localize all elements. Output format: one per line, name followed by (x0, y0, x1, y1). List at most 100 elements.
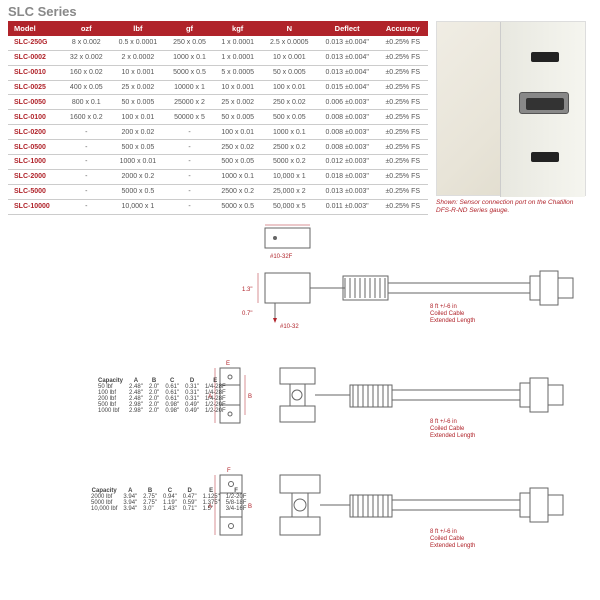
model-cell: SLC-250G (8, 36, 62, 50)
spec-cell: - (165, 155, 213, 170)
spec-cell: ±0.25% FS (378, 36, 428, 50)
diagram-1: 2.0" #10-32F 1.3" 0.7" #10-32 (180, 223, 580, 333)
dim-1032: #10-32 (280, 324, 299, 330)
cable-label-2a: 8 ft +/-6 in (430, 419, 457, 425)
cable-label-1a: 8 ft +/-6 in (430, 304, 457, 310)
cable-label-3b: Coiled Cable (430, 536, 465, 542)
dim-20: 2.0" (280, 223, 290, 225)
spec-row: SLC-0025400 x 0.0525 x 0.00210000 x 110 … (8, 80, 428, 95)
model-cell: SLC-5000 (8, 184, 62, 199)
dims-cell: 1.375" (200, 500, 223, 506)
dims-row: 10,000 lbf3.94"3.0"1.43"0.71"1.5"3/4-16F (88, 506, 249, 512)
spec-cell: 1000 x 0.01 (110, 155, 165, 170)
spec-cell: - (62, 155, 110, 170)
dims-cell: 3/4-16F (223, 506, 250, 512)
spec-cell: 10,000 x 1 (110, 199, 165, 214)
spec-cell: ±0.25% FS (378, 199, 428, 214)
spec-cell: 5000 x 0.2 (262, 155, 317, 170)
spec-cell: ±0.25% FS (378, 125, 428, 140)
spec-cell: 10 x 0.001 (110, 65, 165, 80)
spec-cell: 0.013 ±0.004" (317, 50, 378, 65)
diagrams-area: 2.0" #10-32F 1.3" 0.7" #10-32 (0, 223, 600, 573)
spec-cell: - (165, 184, 213, 199)
model-cell: SLC-0050 (8, 95, 62, 110)
dims-cell: 0.71" (180, 506, 200, 512)
spec-cell: - (165, 169, 213, 184)
spec-cell: 250 x 0.02 (214, 140, 262, 155)
spec-cell: 2.5 x 0.0005 (262, 36, 317, 50)
dims-cell: 1000 lbf (95, 408, 126, 414)
spec-col: Accuracy (378, 21, 428, 36)
spec-cell: - (62, 125, 110, 140)
svg-text:F: F (227, 468, 231, 474)
spec-table: ModelozflbfgfkgfNDeflectAccuracy SLC-250… (8, 21, 428, 215)
dims-cell: 10,000 lbf (88, 506, 120, 512)
dims-table-1: CapacityABCDE 50 lbf2.48"2.0"0.61"0.31"1… (95, 378, 229, 414)
series-title: SLC Series (0, 0, 600, 21)
spec-cell: 0.018 ±0.003" (317, 169, 378, 184)
spec-row: SLC-0200-200 x 0.02-100 x 0.011000 x 0.1… (8, 125, 428, 140)
dims-cell: 1/2-20F (223, 494, 250, 500)
model-cell: SLC-0002 (8, 50, 62, 65)
spec-cell: 0.011 ±0.003" (317, 199, 378, 214)
spec-cell: 2 x 0.0002 (110, 50, 165, 65)
svg-text:B: B (248, 394, 252, 400)
model-cell: SLC-2000 (8, 169, 62, 184)
spec-cell: 10000 x 1 (165, 80, 213, 95)
spec-cell: 2000 x 0.2 (110, 169, 165, 184)
spec-row: SLC-0050800 x 0.150 x 0.00525000 x 225 x… (8, 95, 428, 110)
dim-13: 1.3" (242, 287, 252, 293)
spec-cell: 8 x 0.002 (62, 36, 110, 50)
spec-cell: 50 x 0.005 (262, 65, 317, 80)
spec-cell: 100 x 0.01 (262, 80, 317, 95)
spec-cell: 1600 x 0.2 (62, 110, 110, 125)
spec-cell: 0.5 x 0.0001 (110, 36, 165, 50)
spec-cell: 5000 x 0.5 (165, 65, 213, 80)
dims-cell: 3.0" (140, 506, 160, 512)
spec-cell: 10 x 0.001 (262, 50, 317, 65)
spec-cell: ±0.25% FS (378, 50, 428, 65)
spec-cell: 25,000 x 2 (262, 184, 317, 199)
dims-cell: 1.125" (200, 494, 223, 500)
dims-cell: 5/8-18F (223, 500, 250, 506)
model-cell: SLC-0200 (8, 125, 62, 140)
top-row: ModelozflbfgfkgfNDeflectAccuracy SLC-250… (0, 21, 600, 215)
caption-l2: DFS-R-ND Series gauge. (436, 207, 509, 214)
spec-cell: 25 x 0.002 (110, 80, 165, 95)
dims-cell: 1.5" (200, 506, 223, 512)
spec-cell: 5000 x 0.5 (110, 184, 165, 199)
spec-cell: 0.013 ±0.004" (317, 36, 378, 50)
dims-cell: 1.43" (160, 506, 180, 512)
dims-cell: 0.98" (162, 408, 182, 414)
spec-cell: ±0.25% FS (378, 80, 428, 95)
dims-cell: 1/4-28F (202, 384, 229, 390)
spec-row: SLC-1000-1000 x 0.01-500 x 0.055000 x 0.… (8, 155, 428, 170)
dims-cell: 2.98" (126, 408, 146, 414)
spec-cell: ±0.25% FS (378, 95, 428, 110)
dims-table-1-wrap: CapacityABCDE 50 lbf2.48"2.0"0.61"0.31"1… (95, 378, 229, 414)
model-cell: SLC-1000 (8, 155, 62, 170)
page-root: SLC Series ModelozflbfgfkgfNDeflectAccur… (0, 0, 600, 600)
photo-block: Shown: Sensor connection port on the Cha… (436, 21, 586, 215)
spec-cell: ±0.25% FS (378, 184, 428, 199)
spec-cell: 50 x 0.005 (214, 110, 262, 125)
dims-cell: 1/4-28F (202, 396, 229, 402)
spec-cell: 0.008 ±0.003" (317, 110, 378, 125)
spec-col: Model (8, 21, 62, 36)
device-body (500, 22, 585, 197)
spec-cell: 1 x 0.0001 (214, 36, 262, 50)
spec-cell: 500 x 0.05 (110, 140, 165, 155)
spec-cell: 0.013 ±0.003" (317, 184, 378, 199)
spec-col: kgf (214, 21, 262, 36)
spec-row: SLC-01001600 x 0.2100 x 0.0150000 x 550 … (8, 110, 428, 125)
product-photo (436, 21, 586, 196)
model-cell: SLC-0025 (8, 80, 62, 95)
dims-cell: 1/2-20F (202, 408, 229, 414)
dims-cap-label: Capacity (95, 378, 126, 384)
spec-cell: 5000 x 0.5 (214, 199, 262, 214)
spec-cell: 1000 x 0.1 (214, 169, 262, 184)
spec-cell: 50000 x 5 (165, 110, 213, 125)
spec-cell: - (165, 140, 213, 155)
spec-cell: 100 x 0.01 (110, 110, 165, 125)
connector-port (519, 92, 569, 114)
